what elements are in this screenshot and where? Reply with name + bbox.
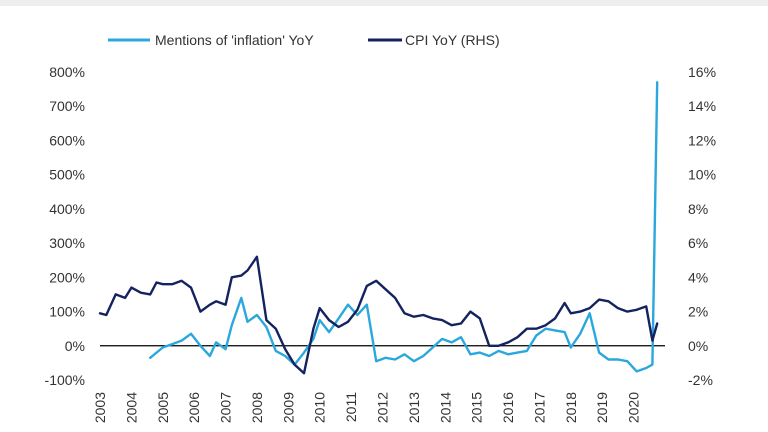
x-tick-label: 2018 [563, 392, 579, 423]
left-tick-label: 400% [49, 201, 85, 217]
x-tick-label: 2014 [437, 392, 453, 423]
x-tick-label: 2017 [531, 392, 547, 423]
right-tick-label: 12% [688, 132, 716, 148]
top-strip [0, 0, 768, 6]
right-tick-label: 16% [688, 64, 716, 80]
x-tick-label: 2004 [123, 392, 139, 423]
right-tick-label: 10% [688, 167, 716, 183]
x-tick-label: 2020 [626, 392, 642, 423]
legend: Mentions of 'inflation' YoY CPI YoY (RHS… [108, 32, 500, 48]
right-tick-label: 0% [688, 338, 708, 354]
left-tick-label: 800% [49, 64, 85, 80]
right-tick-label: 6% [688, 235, 708, 251]
x-tick-label: 2015 [469, 392, 485, 423]
x-tick-label: 2005 [155, 392, 171, 423]
x-tick-label: 2016 [500, 392, 516, 423]
x-tick-label: 2008 [249, 392, 265, 423]
left-tick-label: 200% [49, 269, 85, 285]
x-tick-label: 2013 [406, 392, 422, 423]
right-tick-label: -2% [688, 372, 713, 388]
right-tick-label: 8% [688, 201, 708, 217]
x-tick-label: 2006 [186, 392, 202, 423]
x-tick-label: 2010 [312, 392, 328, 423]
legend-label-cpi: CPI YoY (RHS) [405, 32, 500, 48]
series-line-mentions [148, 81, 659, 373]
x-tick-label: 2011 [343, 392, 359, 422]
legend-label-mentions: Mentions of 'inflation' YoY [155, 32, 314, 48]
x-tick-label: 2012 [375, 392, 391, 423]
right-tick-label: 4% [688, 269, 708, 285]
x-tick-label: 2003 [92, 392, 108, 423]
left-tick-label: 0% [65, 338, 85, 354]
left-axis-ticks: 800% 700% 600% 500% 400% 300% 200% 100% 0% -100% [45, 64, 85, 388]
left-tick-label: 600% [49, 132, 85, 148]
left-tick-label: 700% [49, 98, 85, 114]
left-tick-label: 500% [49, 167, 85, 183]
right-axis-ticks: 16% 14% 12% 10% 8% 6% 4% 2% 0% -2% [688, 64, 716, 388]
x-axis-ticks: 2003 2004 2005 2006 2007 2008 2009 2010 2011 2012… [92, 392, 642, 423]
x-tick-label: 2009 [280, 392, 296, 423]
left-tick-label: -100% [45, 372, 85, 388]
series-line-cpi [98, 255, 659, 375]
series-layer [98, 81, 659, 375]
left-tick-label: 100% [49, 304, 85, 320]
right-tick-label: 14% [688, 98, 716, 114]
right-tick-label: 2% [688, 304, 708, 320]
x-tick-label: 2007 [218, 392, 234, 423]
x-tick-label: 2019 [594, 392, 610, 423]
left-tick-label: 300% [49, 235, 85, 251]
